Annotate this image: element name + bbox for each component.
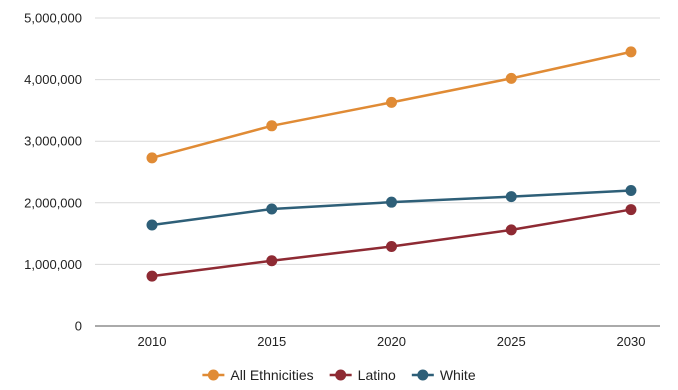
legend-item: Latino [329, 367, 396, 383]
data-point-latino [625, 204, 637, 216]
y-tick-label: 4,000,000 [24, 72, 82, 87]
legend-swatch-marker [335, 369, 347, 381]
legend-swatch-marker [207, 369, 219, 381]
series-group [146, 46, 637, 282]
x-tick-label: 2025 [497, 334, 526, 349]
series-line-white [151, 189, 632, 227]
x-tick-label: 2020 [377, 334, 406, 349]
data-point-all-ethnicities [505, 72, 517, 84]
legend-label: Latino [358, 367, 396, 383]
data-point-white [146, 219, 158, 231]
data-point-white [386, 196, 397, 208]
axes: 0 1,000,000 2,000,000 3,000,000 4,000,000 5,0… [24, 11, 660, 349]
data-point-white [505, 191, 517, 203]
data-point-all-ethnicities [386, 96, 397, 108]
data-point-all-ethnicities [625, 46, 637, 58]
data-point-latino [266, 255, 278, 267]
data-point-latino [505, 224, 517, 236]
series-all-ethnicities [146, 46, 637, 164]
legend: All Ethnicities Latino White [202, 367, 476, 383]
data-point-white [625, 184, 637, 196]
gridlines [95, 17, 660, 265]
legend-item: All Ethnicities [202, 367, 314, 383]
y-tick-label: 1,000,000 [24, 257, 82, 272]
data-point-white [266, 203, 278, 215]
series-white [146, 184, 637, 231]
data-point-all-ethnicities [146, 152, 158, 164]
y-tick-label: 0 [75, 319, 82, 334]
legend-label: All Ethnicities [230, 367, 313, 383]
data-point-latino [386, 241, 397, 253]
y-tick-label: 3,000,000 [24, 134, 82, 149]
y-tick-label: 5,000,000 [24, 11, 82, 26]
series-latino [146, 204, 637, 282]
legend-label: White [440, 367, 476, 383]
y-tick-label: 2,000,000 [24, 195, 82, 210]
x-tick-label: 2030 [617, 334, 646, 349]
data-point-latino [146, 270, 158, 282]
x-tick-label: 2015 [257, 334, 286, 349]
x-tick-label: 2010 [138, 334, 167, 349]
legend-swatch-marker [417, 369, 429, 381]
data-point-all-ethnicities [266, 120, 278, 132]
legend-item: White [411, 367, 476, 383]
